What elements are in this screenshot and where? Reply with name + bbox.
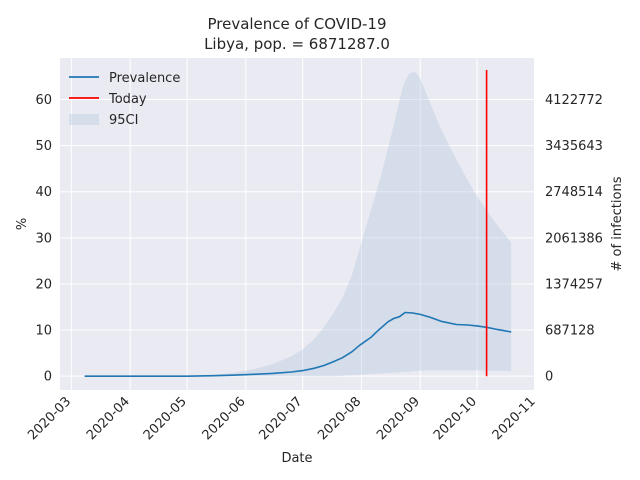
y-right-tick-label: 2061386 — [545, 231, 603, 246]
legend-prevalence-label: Prevalence — [109, 71, 180, 86]
y-right-tick-label: 0 — [545, 370, 553, 385]
x-tick-label: 2020-04 — [84, 394, 133, 443]
ci-band — [84, 71, 512, 377]
y-axis-right-label: # of infections — [610, 176, 625, 271]
y-tick-label: 0 — [44, 370, 52, 385]
x-axis: 2020-03 2020-04 2020-05 2020-06 2020-07 2020-… — [25, 394, 539, 443]
y-right-tick-label: 3435643 — [545, 139, 603, 154]
legend-95ci-label: 95CI — [109, 113, 138, 128]
y-right-tick-label: 687128 — [545, 324, 595, 339]
x-tick-label: 2020-08 — [315, 394, 364, 443]
x-tick-label: 2020-05 — [141, 394, 190, 443]
x-tick-label: 2020-11 — [490, 394, 539, 443]
y-tick-label: 50 — [35, 139, 52, 154]
y-tick-label: 40 — [35, 185, 52, 200]
y-right-tick-label: 2748514 — [545, 185, 603, 200]
prevalence-line — [84, 311, 512, 378]
x-tick-label: 2020-09 — [374, 394, 423, 443]
y-tick-label: 60 — [35, 93, 52, 108]
x-tick-label: 2020-06 — [200, 394, 249, 443]
x-axis-label: Date — [281, 451, 312, 466]
legend-95ci-swatch — [69, 114, 99, 125]
y-tick-label: 20 — [35, 277, 52, 292]
ci-band-area — [84, 71, 512, 377]
x-tick-label: 2020-03 — [25, 394, 74, 443]
y-axis-label: % — [15, 218, 30, 230]
x-tick-label: 2020-10 — [431, 394, 480, 443]
grid — [60, 58, 537, 390]
y-tick-label: 10 — [35, 324, 52, 339]
legend: Prevalence Today 95CI — [69, 71, 180, 128]
y-axis-left: 0 10 20 30 40 50 60 — [35, 93, 52, 385]
y-tick-label: 30 — [35, 231, 52, 246]
chart-title-line1: Prevalence of COVID-19 — [207, 15, 386, 33]
legend-today-label: Today — [108, 92, 147, 107]
y-right-tick-label: 1374257 — [545, 277, 603, 292]
series-lines — [84, 70, 512, 378]
x-tick-label: 2020-07 — [256, 394, 305, 443]
y-axis-right: 0 687128 1374257 2061386 2748514 3435643 41227… — [545, 93, 603, 385]
plot-background — [60, 58, 534, 390]
chart-title-line2: Libya, pop. = 6871287.0 — [204, 35, 390, 53]
y-right-tick-label: 4122772 — [545, 93, 603, 108]
